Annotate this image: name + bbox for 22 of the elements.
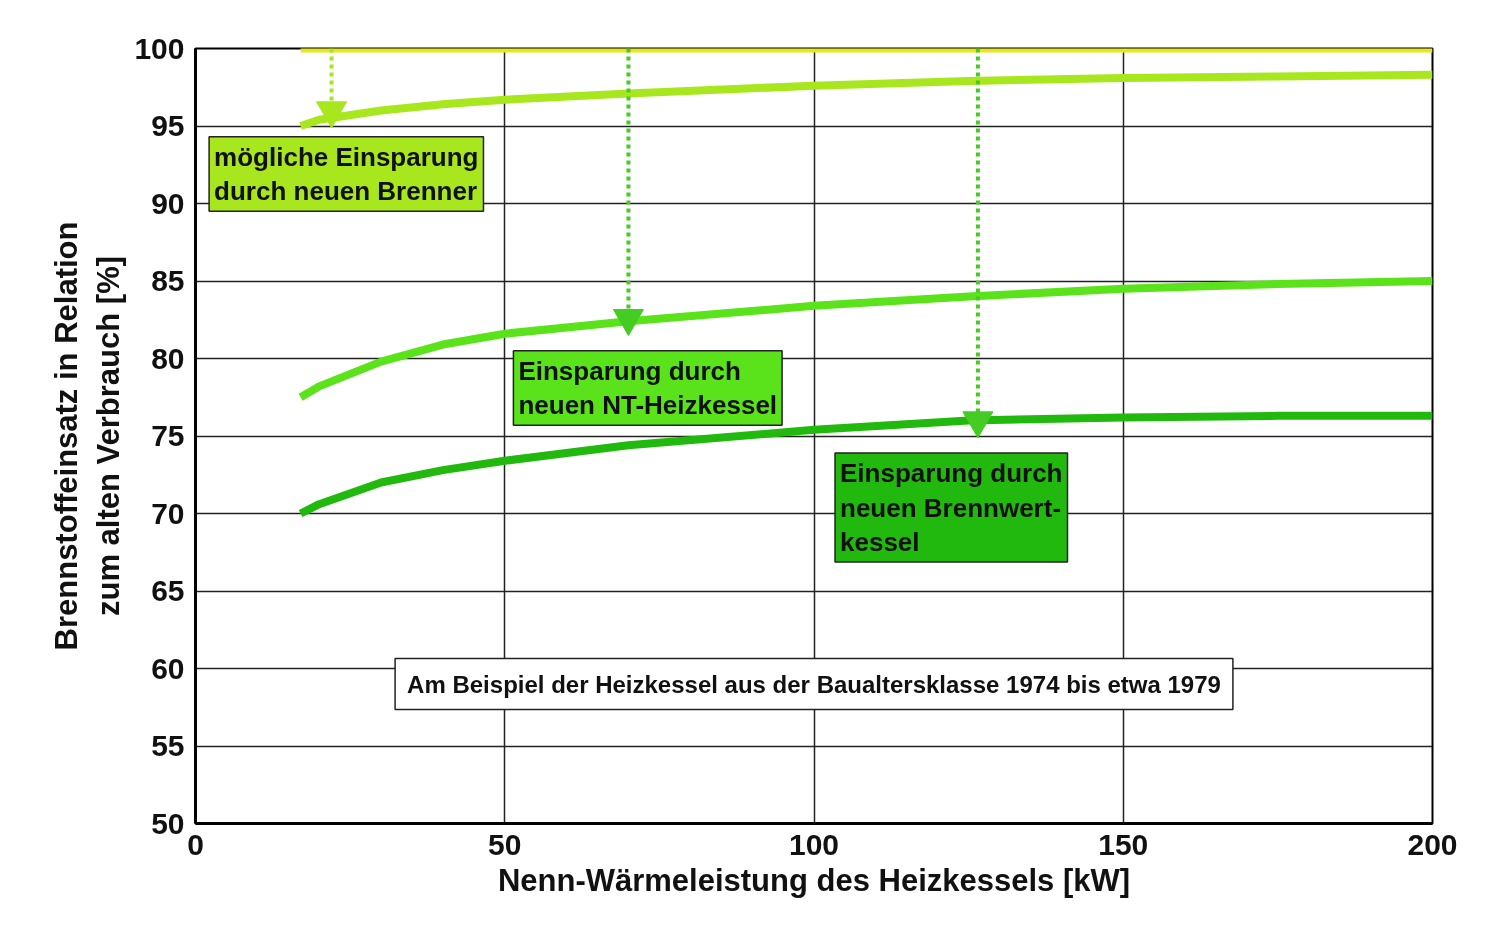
y-tick-label: 85 <box>151 264 185 297</box>
y-tick-label: 90 <box>151 186 185 220</box>
x-tick-label: 200 <box>1407 827 1458 861</box>
y-tick-label: 55 <box>151 729 185 762</box>
y-tick-label: 65 <box>151 574 185 607</box>
annotation: mögliche Einsparung durch neuen Brenner <box>214 141 479 207</box>
y-tick-label: 70 <box>151 496 185 530</box>
x-tick-label: 50 <box>488 827 522 861</box>
y-axis-title: Brennstoffeinsatz in Relation zum alten Verbrauch [%] <box>49 221 127 651</box>
x-tick-label: 150 <box>1098 827 1149 861</box>
y-tick-label: 50 <box>151 806 185 840</box>
y-tick-label: 75 <box>151 419 185 452</box>
annotation: Einsparung durch neuen NT-Heizkessel <box>518 355 778 421</box>
y-tick-label: 60 <box>151 651 185 685</box>
y-tick-label: 100 <box>134 31 185 65</box>
annotation: Einsparung durch neuen Brennwert- kessel <box>840 458 1063 558</box>
y-tick-label: 95 <box>151 109 185 142</box>
x-tick-label: 0 <box>187 827 204 861</box>
x-tick-label: 100 <box>788 827 840 861</box>
x-axis-title: Nenn-Wärmeleistung des Heizkessels [kW] <box>497 862 1131 898</box>
annotation: Am Beispiel der Heizkessel aus der Baualtersklasse 1974 bis etwa 1979 <box>407 670 1221 698</box>
y-tick-label: 80 <box>151 341 185 375</box>
